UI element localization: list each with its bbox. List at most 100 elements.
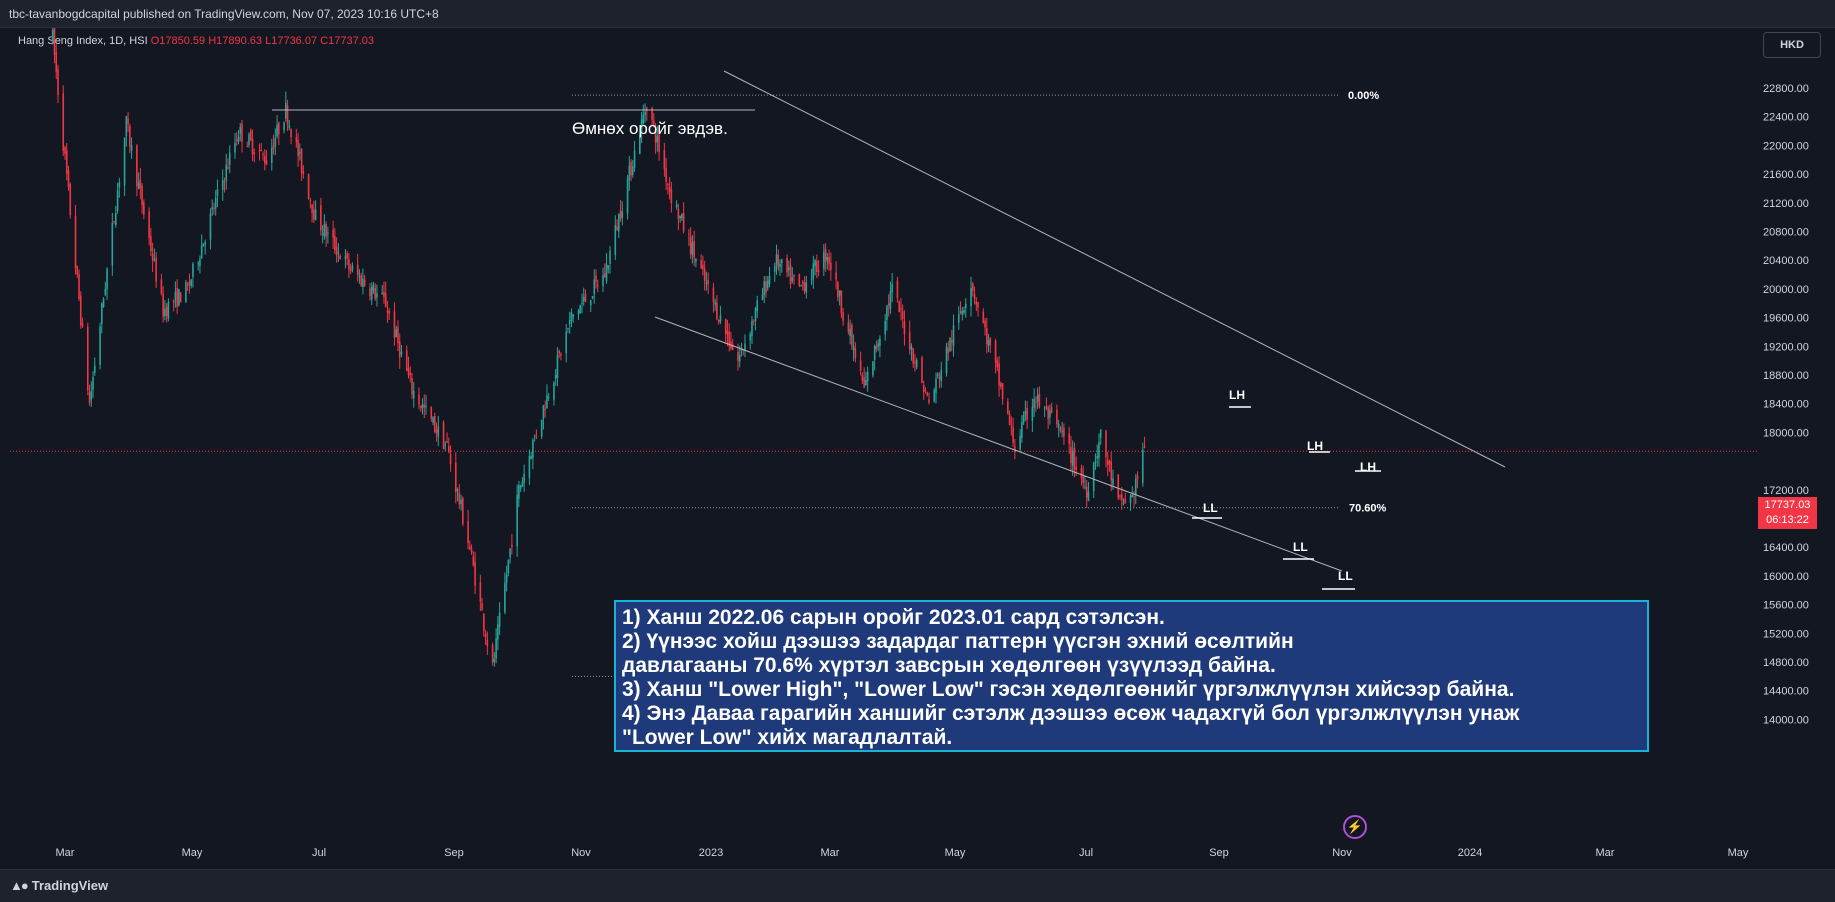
price-axis: 22800.00 22400.00 22000.00 21600.00 21200.00… [1763,83,1809,726]
candle-body [810,279,813,281]
candle-body [977,302,979,308]
candle-body [940,369,943,382]
candle-body [153,259,156,261]
candle-body [455,462,457,493]
candle-body [376,293,378,298]
candle-body [1129,495,1132,503]
price-axis-label: 14800.00 [1763,657,1809,669]
candle-body [1035,401,1037,403]
candle-body [908,331,911,350]
note-line-4: 3) Ханш "Lower High", "Lower Low" гэсэн … [622,678,1515,701]
candle-body [505,574,508,583]
candle-body [700,259,702,269]
candle-body [493,659,496,663]
candle-body [344,256,347,259]
candle-body [481,603,483,611]
fib-level-label: 70.60% [1349,503,1387,515]
candle-body [253,152,256,155]
candle-body [668,187,671,192]
candle-body [554,374,557,379]
candle-body [542,405,545,419]
candle-body [64,147,66,155]
candle-body [957,313,960,323]
bar-countdown: 06:13:22 [1766,514,1809,526]
candle-body [863,377,865,388]
tradingview-logo[interactable]: ▲● TradingView [10,878,108,893]
candle-body [1134,479,1137,495]
candle-body [81,323,84,327]
candle-body [351,265,354,270]
candle-body [589,300,592,306]
candle-body [323,223,326,236]
candle-body [975,301,978,305]
candle-body [516,495,518,547]
time-axis-label: May [1728,847,1749,859]
symbol-name[interactable]: Hang Seng Index, 1D, HSI [18,35,148,47]
candle-body [879,338,881,347]
candle-body [591,295,594,299]
candle-body [875,346,878,350]
candle-body [873,345,876,361]
candle-body [509,548,511,558]
candle-body [127,118,129,125]
candle-body [1014,446,1016,452]
candle-body [677,209,680,219]
price-axis-label: 16400.00 [1763,542,1809,554]
candle-body [877,343,879,347]
candle-body [779,263,781,267]
candle-body [470,549,473,553]
candle-body [617,214,620,232]
currency-button[interactable]: HKD [1763,32,1821,58]
candle-body [737,352,739,361]
candle-body [535,434,538,436]
candle-body [826,257,829,261]
fib-retracement: 0.00%70.60%100.00% [10,90,1758,683]
price-chart[interactable]: 0.00%70.60%100.00% 22800.0022400.0022000… [0,28,1835,869]
candle-body [519,485,522,489]
candle-body [1098,442,1100,459]
candle-body [1061,431,1063,433]
last-price-tag: 17737.03 06:13:22 [1758,497,1817,529]
time-axis-label: Jul [312,847,326,859]
candle-body [949,337,951,351]
candle-body [129,126,131,147]
candle-body [719,315,722,322]
candle-body [456,489,459,491]
note-line-1: 1) Ханш 2022.06 сарын оройг 2023.01 сард… [622,606,1165,629]
candle-body [849,328,851,337]
price-axis-label: 18800.00 [1763,370,1809,382]
candle-body [335,247,338,256]
symbol-legend: Hang Seng Index, 1D, HSI O17850.59 H1789… [18,35,374,47]
candle-body [884,321,886,335]
candle-body [381,292,384,294]
price-axis-label: 19200.00 [1763,341,1809,353]
candle-body [504,582,506,613]
candle-body [886,305,888,321]
candle-body [202,243,205,247]
note-line-6: "Lower Low" хийх магадлалтай. [622,726,953,749]
candle-body [412,390,415,399]
candle-body [852,346,855,350]
candle-body [644,112,646,116]
lightning-icon[interactable]: ⚡ [1343,815,1367,839]
candle-body [228,152,231,166]
candle-body [521,481,524,487]
candle-body [246,146,249,148]
candle-body [430,406,433,419]
candle-body [544,408,546,410]
price-axis-label: 22400.00 [1763,112,1809,124]
candle-body [800,284,802,286]
candle-body [630,162,632,176]
candle-body [358,275,361,277]
lh-label: LH [1229,388,1245,402]
candle-body [155,257,157,282]
candle-body [889,291,892,310]
candle-body [92,376,94,391]
candle-body [830,262,832,270]
price-axis-label: 18400.00 [1763,399,1809,411]
candle-body [472,556,475,566]
candle-body [165,306,168,317]
candle-body [532,440,534,459]
candle-body [57,69,59,95]
candle-body [249,130,252,140]
